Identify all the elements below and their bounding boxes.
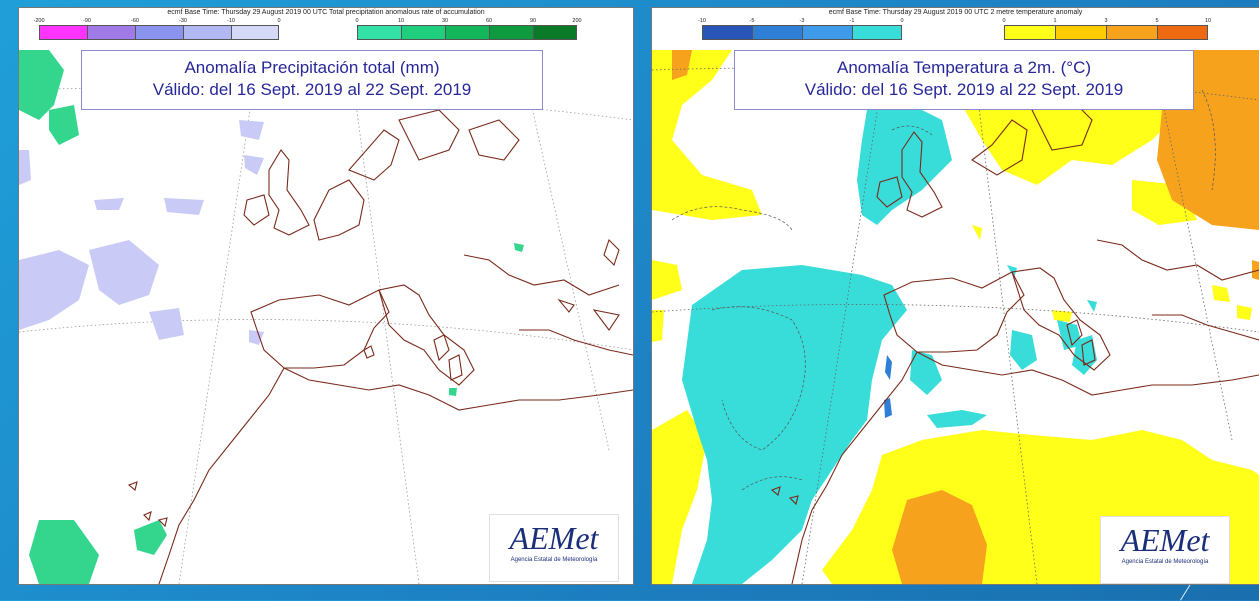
legend-negative-ticks: -200 -90 -60 -30 -10 0 (33, 18, 281, 26)
legend-tick: -200 (33, 18, 45, 24)
legend-swatch (357, 25, 401, 40)
legend-swatch (1055, 25, 1106, 40)
legend-swatch (802, 25, 852, 40)
coastlines (127, 109, 633, 584)
legend-tick: 10 (1204, 18, 1212, 24)
legend-swatch (183, 25, 231, 40)
legend-tick: 60 (485, 18, 493, 24)
legend-tick: 30 (441, 18, 449, 24)
legend-tick: 90 (529, 18, 537, 24)
map-title-box: Anomalía Temperatura a 2m. (°C) Válido: … (734, 50, 1194, 110)
map-validity: Válido: del 16 Sept. 2019 al 22 Sept. 20… (152, 80, 472, 99)
legend-tick: 3 (1104, 18, 1108, 24)
legend-tick: 0 (277, 18, 281, 24)
graticule (19, 50, 633, 584)
legend-tick: 10 (397, 18, 405, 24)
legend-tick: -10 (227, 18, 235, 24)
legend-swatch (1106, 25, 1157, 40)
legend-negative-ticks: -10 -5 -3 -1 0 (698, 18, 904, 26)
map-header: ecmf Base Time: Thursday 29 August 2019 … (19, 8, 633, 48)
legend-tick: 1 (1053, 18, 1057, 24)
legend-swatch (87, 25, 135, 40)
legend-tick: -30 (179, 18, 187, 24)
legend-swatch (39, 25, 87, 40)
legend-tick: 0 (900, 18, 904, 24)
legend-tick: -10 (698, 18, 706, 24)
cold-anomaly-spots (884, 355, 892, 418)
legend-tick: 5 (1155, 18, 1159, 24)
map-header: ecmf Base Time: Thursday 29 August 2019 … (652, 8, 1259, 48)
legend-swatch (489, 25, 533, 40)
legend-tick: 200 (572, 18, 582, 24)
aemet-logo-subtitle: Agencia Estatal de Meteorología (510, 557, 598, 563)
map-canvas (652, 50, 1259, 584)
precipitation-anomaly-map-panel: ecmf Base Time: Thursday 29 August 2019 … (18, 7, 634, 585)
legend-positive-ticks: 0 10 30 60 90 200 (355, 18, 581, 26)
base-time-header: ecmf Base Time: Thursday 29 August 2019 … (828, 9, 1083, 16)
map-title: Anomalía Precipitación total (mm) (184, 58, 440, 77)
map-canvas (19, 50, 633, 584)
temperature-anomaly-map-panel: ecmf Base Time: Thursday 29 August 2019 … (651, 7, 1259, 585)
legend-swatch (702, 25, 752, 40)
aemet-logo-mark: AEMet (509, 520, 599, 556)
legend-positive-ticks: 0 1 3 5 10 (1002, 18, 1212, 26)
positive-anomaly-patches (19, 50, 524, 584)
legend-tick: -90 (83, 18, 91, 24)
legend-swatch (1004, 25, 1055, 40)
map-validity: Válido: del 16 Sept. 2019 al 22 Sept. 20… (804, 80, 1124, 99)
legend-swatch (401, 25, 445, 40)
temperature-legend-positive (1004, 25, 1208, 40)
legend-swatch (752, 25, 802, 40)
aemet-logo-mark: AEMet (1120, 522, 1210, 558)
coastlines (770, 99, 1259, 584)
legend-tick: -1 (849, 18, 855, 24)
legend-tick: -60 (131, 18, 139, 24)
map-title: Anomalía Temperatura a 2m. (°C) (836, 58, 1092, 77)
legend-swatch (445, 25, 489, 40)
aemet-logo: AEMet Agencia Estatal de Meteorología (489, 514, 619, 582)
legend-tick: -3 (799, 18, 805, 24)
aemet-logo: AEMet Agencia Estatal de Meteorología (1100, 516, 1230, 584)
aemet-logo-subtitle: Agencia Estatal de Meteorología (1121, 559, 1209, 565)
legend-swatch (135, 25, 183, 40)
precipitation-legend-negative (39, 25, 279, 40)
legend-tick: 0 (355, 18, 359, 24)
precipitation-map (19, 50, 633, 584)
contour-lines (671, 89, 1216, 491)
legend-swatch (852, 25, 902, 40)
temperature-map (652, 50, 1259, 584)
legend-swatch (533, 25, 577, 40)
legend-tick: -5 (749, 18, 755, 24)
temperature-legend-negative (702, 25, 902, 40)
base-time-header: ecmf Base Time: Thursday 29 August 2019 … (167, 9, 485, 16)
precipitation-legend-positive (357, 25, 577, 40)
legend-tick: 0 (1002, 18, 1006, 24)
cool-anomaly-areas (682, 100, 1097, 584)
legend-swatch (231, 25, 279, 40)
legend-swatch (1157, 25, 1208, 40)
negative-anomaly-patches (19, 120, 264, 345)
map-title-box: Anomalía Precipitación total (mm) Válido… (81, 50, 543, 110)
